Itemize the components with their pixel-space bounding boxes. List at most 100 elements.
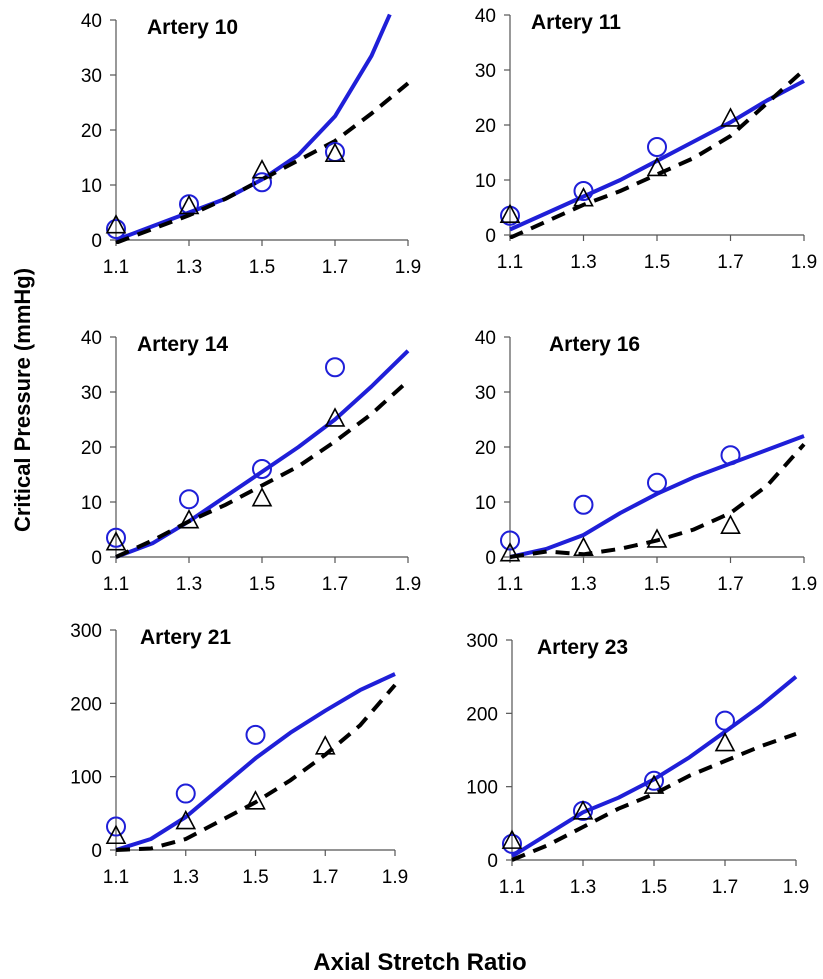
x-tick-label: 1.7 [322,574,348,595]
y-tick-label: 0 [485,548,496,569]
circle-marker [179,489,199,510]
x-tick-label: 1.7 [717,252,743,273]
triangle-marker [720,107,741,127]
y-tick-label: 200 [466,704,498,725]
panel-title: Artery 21 [140,626,231,649]
panel-2: 1.1 1.3 1.5 1.7 1.9 0 10 20 30 40 Artery 11 [475,6,817,273]
triangle-marker [499,203,521,224]
y-tick-label: 300 [466,631,498,652]
x-tick-label: 1.5 [644,252,670,273]
circle-marker [573,494,594,515]
triangle-marker [646,156,668,177]
circle-marker [106,527,126,548]
panel-title: Artery 10 [147,16,238,39]
y-tick-label: 30 [475,61,496,82]
y-tick-label: 30 [81,66,102,87]
circle-marker [647,472,667,493]
x-tick-label: 1.5 [249,574,275,595]
circle-marker [106,219,126,239]
circle-marker [644,770,664,791]
circle-marker [720,445,741,466]
x-tick-label: 1.5 [242,867,268,888]
triangle-marker [105,531,127,551]
panel-6: 1.1 1.3 1.5 1.7 1.9 0 100 200 300 Artery 23 [466,631,809,898]
x-tick-label: 1.9 [395,574,421,595]
triangle-marker [646,528,668,548]
panel-title: Artery 11 [531,11,621,34]
model-dashed-line [115,379,410,559]
x-tick-label: 1.1 [497,252,523,273]
panels-group: 1.1 1.3 1.5 1.7 1.9 0 10 20 30 40 Artery 10 1.1 1.3 1… [70,6,817,898]
x-tick-label: 1.7 [717,574,743,595]
triangle-marker [175,809,197,830]
circle-marker [252,172,272,193]
x-tick-label: 1.1 [103,257,129,278]
triangle-marker [178,509,200,529]
x-tick-label: 1.1 [499,877,525,898]
x-tick-label: 1.3 [173,867,199,888]
circle-marker [502,833,522,854]
y-tick-label: 20 [81,121,102,142]
x-tick-label: 1.9 [791,574,817,595]
triangle-marker [178,194,200,215]
circle-marker [573,181,594,201]
panel-5: 1.1 1.3 1.5 1.7 1.9 0 100 200 300 Artery 21 [70,621,408,888]
model-solid-line [115,672,396,852]
y-tick-label: 0 [91,231,102,252]
y-tick-label: 30 [81,383,102,404]
x-tick-label: 1.7 [712,877,738,898]
triangle-marker [251,487,273,507]
x-tick-label: 1.9 [395,257,421,278]
y-tick-label: 100 [466,778,498,799]
x-tick-label: 1.5 [644,574,670,595]
circle-marker [647,137,667,157]
y-tick-label: 0 [91,548,102,569]
circle-marker [325,357,345,378]
y-tick-label: 0 [485,226,496,247]
triangle-marker [714,731,736,752]
circle-marker [106,816,126,837]
y-tick-label: 40 [475,6,496,27]
model-dashed-line [115,81,410,244]
y-tick-label: 10 [81,176,102,197]
model-dashed-line [509,68,806,239]
circle-marker [715,710,735,731]
triangle-marker [501,829,523,849]
triangle-marker [572,800,594,820]
y-tick-label: 300 [70,621,102,642]
x-tick-label: 1.3 [570,877,596,898]
panel-title: Artery 14 [137,333,228,356]
y-tick-label: 200 [70,694,102,715]
x-tick-label: 1.5 [249,257,275,278]
model-solid-line [509,79,805,232]
triangle-marker [105,824,127,845]
panel-title: Artery 16 [549,333,640,356]
triangle-marker [324,407,346,427]
triangle-marker [573,536,594,557]
x-tick-label: 1.7 [322,257,348,278]
y-tick-label: 100 [70,768,102,789]
y-tick-label: 20 [81,438,102,459]
circle-marker [500,530,520,551]
y-tick-label: 0 [91,841,102,862]
y-tick-label: 10 [475,171,496,192]
panel-4: 1.1 1.3 1.5 1.7 1.9 0 10 20 30 40 Artery 16 [475,328,817,595]
x-tick-label: 1.3 [176,574,202,595]
triangle-marker [573,187,594,207]
x-tick-label: 1.5 [641,877,667,898]
x-tick-label: 1.1 [103,574,129,595]
y-tick-label: 0 [487,851,498,872]
y-tick-label: 10 [81,493,102,514]
x-tick-label: 1.9 [382,867,408,888]
y-tick-label: 40 [475,328,496,349]
x-tick-label: 1.1 [497,574,523,595]
model-dashed-line [509,442,806,559]
x-tick-label: 1.9 [791,252,817,273]
model-solid-line [510,675,798,859]
x-tick-label: 1.3 [570,574,596,595]
panel-title: Artery 23 [537,636,628,659]
panel-3: 1.1 1.3 1.5 1.7 1.9 0 10 20 30 40 Artery 14 [81,328,421,595]
triangle-marker [314,735,336,755]
panel-1: 1.1 1.3 1.5 1.7 1.9 0 10 20 30 40 Artery 10 [81,11,421,278]
